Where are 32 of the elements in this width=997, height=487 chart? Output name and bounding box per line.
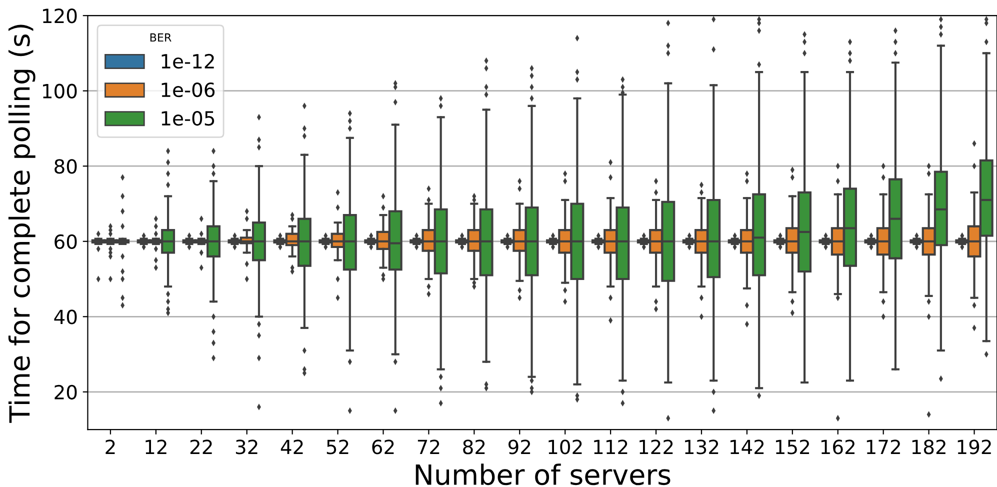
- y-tick-label: 80: [54, 159, 77, 174]
- x-tick-label: 12: [146, 440, 166, 454]
- y-tick-label: 100: [43, 84, 77, 99]
- x-tick-label: 132: [685, 440, 718, 454]
- x-tick-label: 42: [280, 440, 303, 454]
- x-tick-label: 72: [418, 440, 440, 454]
- legend-label: 1e-12: [162, 54, 214, 69]
- x-tick-label: 162: [821, 440, 854, 454]
- x-tick-label: 92: [508, 440, 530, 454]
- y-tick-label: 120: [43, 8, 77, 24]
- x-tick-label: 182: [912, 440, 946, 454]
- x-tick-label: 172: [866, 440, 900, 454]
- x-axis-title: Number of servers: [416, 464, 670, 486]
- x-tick-label: 142: [730, 440, 764, 454]
- y-tick-label: 20: [54, 384, 77, 400]
- y-tick-label: 60: [54, 234, 77, 250]
- x-tick-label: 32: [236, 440, 258, 454]
- x-tick-label: 152: [776, 440, 810, 454]
- x-tick-label: 52: [326, 440, 348, 454]
- y-tick-label: 40: [54, 310, 77, 324]
- x-tick-label: 122: [640, 440, 673, 454]
- legend-title: BER: [150, 33, 172, 42]
- x-tick-label: 22: [190, 440, 212, 454]
- x-tick-label: 192: [958, 440, 991, 454]
- y-axis-title: Time for complete polling (s): [8, 24, 36, 423]
- x-tick-label: 62: [372, 440, 394, 454]
- x-tick-label: 82: [463, 440, 485, 454]
- x-tick-label: 102: [548, 440, 582, 454]
- x-tick-label: 112: [594, 440, 628, 454]
- legend-label: 1e-05: [162, 110, 214, 126]
- x-tick-label: 2: [106, 440, 115, 454]
- legend-label: 1e-06: [162, 82, 215, 98]
